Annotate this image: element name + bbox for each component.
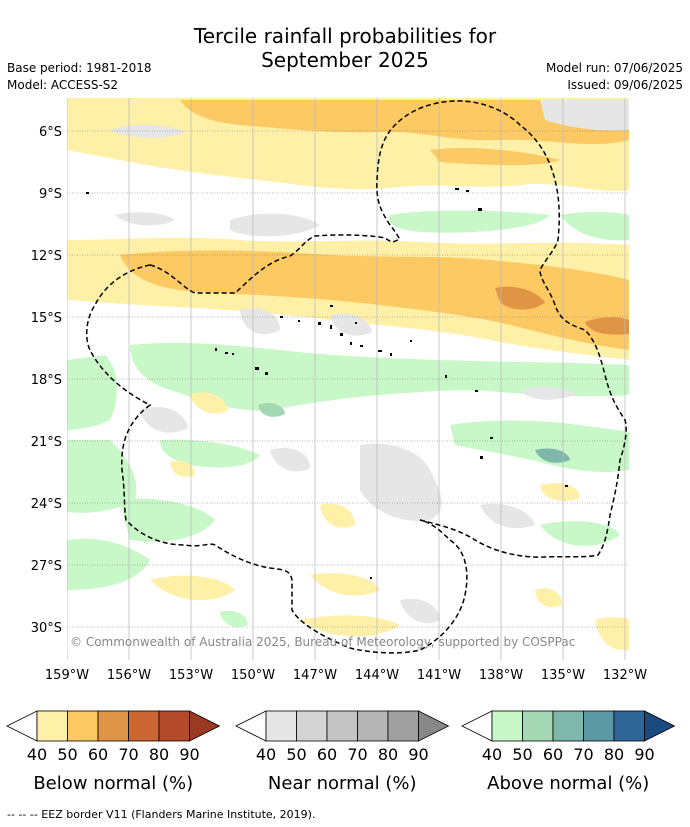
- legend-swatch: [265, 710, 297, 742]
- legend-swatch: [491, 710, 523, 742]
- islands: [86, 188, 568, 579]
- graticule: [67, 98, 629, 660]
- lat-label: 30°S: [31, 621, 62, 636]
- legend-tick-label: 60: [543, 745, 563, 764]
- legend-tick-label: 50: [57, 745, 77, 764]
- eez-border: [85, 100, 627, 654]
- legend-title: Near normal (%): [268, 773, 417, 794]
- legend-swatch: [357, 710, 389, 742]
- legend-tick-label: 50: [512, 745, 532, 764]
- lat-label: 27°S: [31, 559, 62, 574]
- lat-label: 21°S: [31, 435, 62, 450]
- model-name: Model: ACCESS-S2: [7, 78, 119, 92]
- longitude-labels: 159°W 156°W 153°W 150°W 147°W 144°W 141°…: [45, 668, 647, 683]
- issued-date: Issued: 09/06/2025: [567, 78, 683, 92]
- lat-label: 6°S: [39, 125, 62, 140]
- longitude-lines: [67, 98, 626, 660]
- lon-label: 132°W: [603, 668, 647, 683]
- base-period: Base period: 1981-2018: [7, 61, 152, 75]
- lon-label: 150°W: [231, 668, 275, 683]
- legend-tick-label: 60: [88, 745, 108, 764]
- legend-tick-label: 70: [347, 745, 367, 764]
- legend-title: Below normal (%): [33, 773, 193, 794]
- lat-label: 24°S: [31, 497, 62, 512]
- lon-label: 159°W: [45, 668, 89, 683]
- legend-tick-label: 60: [317, 745, 337, 764]
- legend-swatch: [67, 710, 99, 742]
- lon-label: 141°W: [417, 668, 461, 683]
- legend-3: 40 50 60 70 80 90 Above normal (%): [461, 710, 676, 794]
- meta-right: Model run: 07/06/2025 Issued: 09/06/2025: [546, 60, 683, 94]
- legend-tick-label: 40: [482, 745, 502, 764]
- below-normal-band-north-deep: [180, 100, 629, 145]
- legend-title: Above normal (%): [487, 773, 649, 794]
- lon-label: 135°W: [541, 668, 585, 683]
- legend-under-triangle: [235, 710, 267, 742]
- legend-swatch: [326, 710, 358, 742]
- legend-over-triangle: [418, 710, 450, 742]
- eez-footnote: -- -- -- EEZ border V11 (Flanders Marine…: [7, 808, 316, 821]
- legend-swatch: [583, 710, 615, 742]
- legend-1: 40 50 60 70 80 90 Below normal (%): [6, 710, 221, 794]
- legend-tick-label: 90: [408, 745, 428, 764]
- title-line-1: Tercile rainfall probabilities for: [193, 24, 497, 48]
- model-run: Model run: 07/06/2025: [545, 61, 683, 75]
- legend-under-triangle: [6, 710, 38, 742]
- legend-under-triangle: [461, 710, 493, 742]
- lon-label: 153°W: [169, 668, 213, 683]
- legends: 40 50 60 70 80 90 Below normal (%) 40 50 60 70 80 90…: [6, 710, 676, 794]
- legend-swatch: [387, 710, 419, 742]
- title-line-2: September 2025: [261, 48, 429, 72]
- latitude-labels: 6°S 9°S 12°S 15°S 18°S 21°S 24°S 27°S 30…: [31, 125, 62, 636]
- latitude-lines: [67, 130, 629, 628]
- legend-swatch: [158, 710, 190, 742]
- legend-tick-label: 50: [286, 745, 306, 764]
- lat-label: 12°S: [31, 249, 62, 264]
- lon-label: 156°W: [107, 668, 151, 683]
- legend-swatch: [128, 710, 160, 742]
- legend-over-triangle: [644, 710, 676, 742]
- lat-label: 15°S: [31, 311, 62, 326]
- eez-french-polynesia: [376, 100, 627, 558]
- legend-swatch: [296, 710, 328, 742]
- lon-label: 147°W: [293, 668, 337, 683]
- legend-swatch: [36, 710, 68, 742]
- map-title: Tercile rainfall probabilities for Septe…: [0, 24, 690, 72]
- eez-cook-islands: [149, 234, 401, 294]
- map-area: [67, 98, 629, 660]
- legend-tick-label: 80: [378, 745, 398, 764]
- legend-tick-label: 70: [118, 745, 138, 764]
- legend-tick-label: 70: [573, 745, 593, 764]
- copyright-notice: © Commonwealth of Australia 2025, Bureau…: [70, 635, 575, 649]
- legend-swatch: [97, 710, 129, 742]
- lat-label: 9°S: [39, 187, 62, 202]
- legend-tick-label: 40: [256, 745, 276, 764]
- legend-swatch: [552, 710, 584, 742]
- meta-left: Base period: 1981-2018 Model: ACCESS-S2: [7, 60, 152, 94]
- legend-tick-label: 40: [27, 745, 47, 764]
- legend-tick-label: 90: [179, 745, 199, 764]
- legend-swatch: [522, 710, 554, 742]
- lon-label: 138°W: [479, 668, 523, 683]
- legend-tick-label: 90: [634, 745, 654, 764]
- legend-tick-label: 80: [149, 745, 169, 764]
- legend-swatch: [613, 710, 645, 742]
- lat-label: 18°S: [31, 373, 62, 388]
- legend-tick-label: 80: [604, 745, 624, 764]
- above-normal-band: [130, 342, 629, 411]
- legend-over-triangle: [189, 710, 221, 742]
- lon-label: 144°W: [355, 668, 399, 683]
- legend-2: 40 50 60 70 80 90 Near normal (%): [235, 710, 450, 794]
